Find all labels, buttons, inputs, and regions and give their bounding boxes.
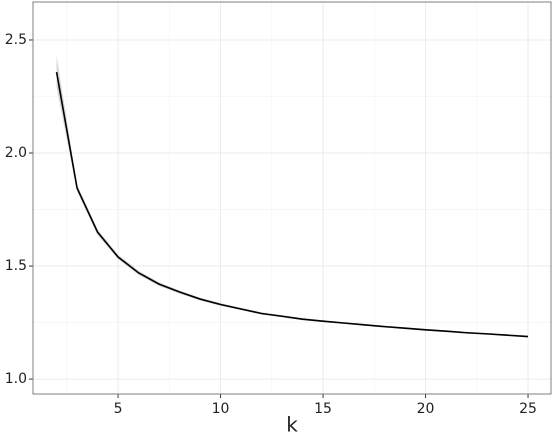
x-tick-label: 10 bbox=[212, 401, 230, 417]
line bbox=[55, 71, 529, 338]
x-tick-label: 15 bbox=[314, 401, 332, 417]
x-axis-label: k bbox=[286, 413, 298, 437]
y-tick-label: 1.5 bbox=[5, 258, 27, 274]
y-tick-label: 2.5 bbox=[5, 32, 27, 48]
plot-border bbox=[32, 1, 552, 395]
y-tick-label: 2.0 bbox=[5, 145, 27, 161]
x-tick-label: 25 bbox=[519, 401, 537, 417]
y-tick-label: 1.0 bbox=[5, 371, 27, 387]
x-tick-label: 20 bbox=[417, 401, 435, 417]
plot-background bbox=[33, 2, 551, 394]
x-tick-label: 5 bbox=[114, 401, 123, 417]
